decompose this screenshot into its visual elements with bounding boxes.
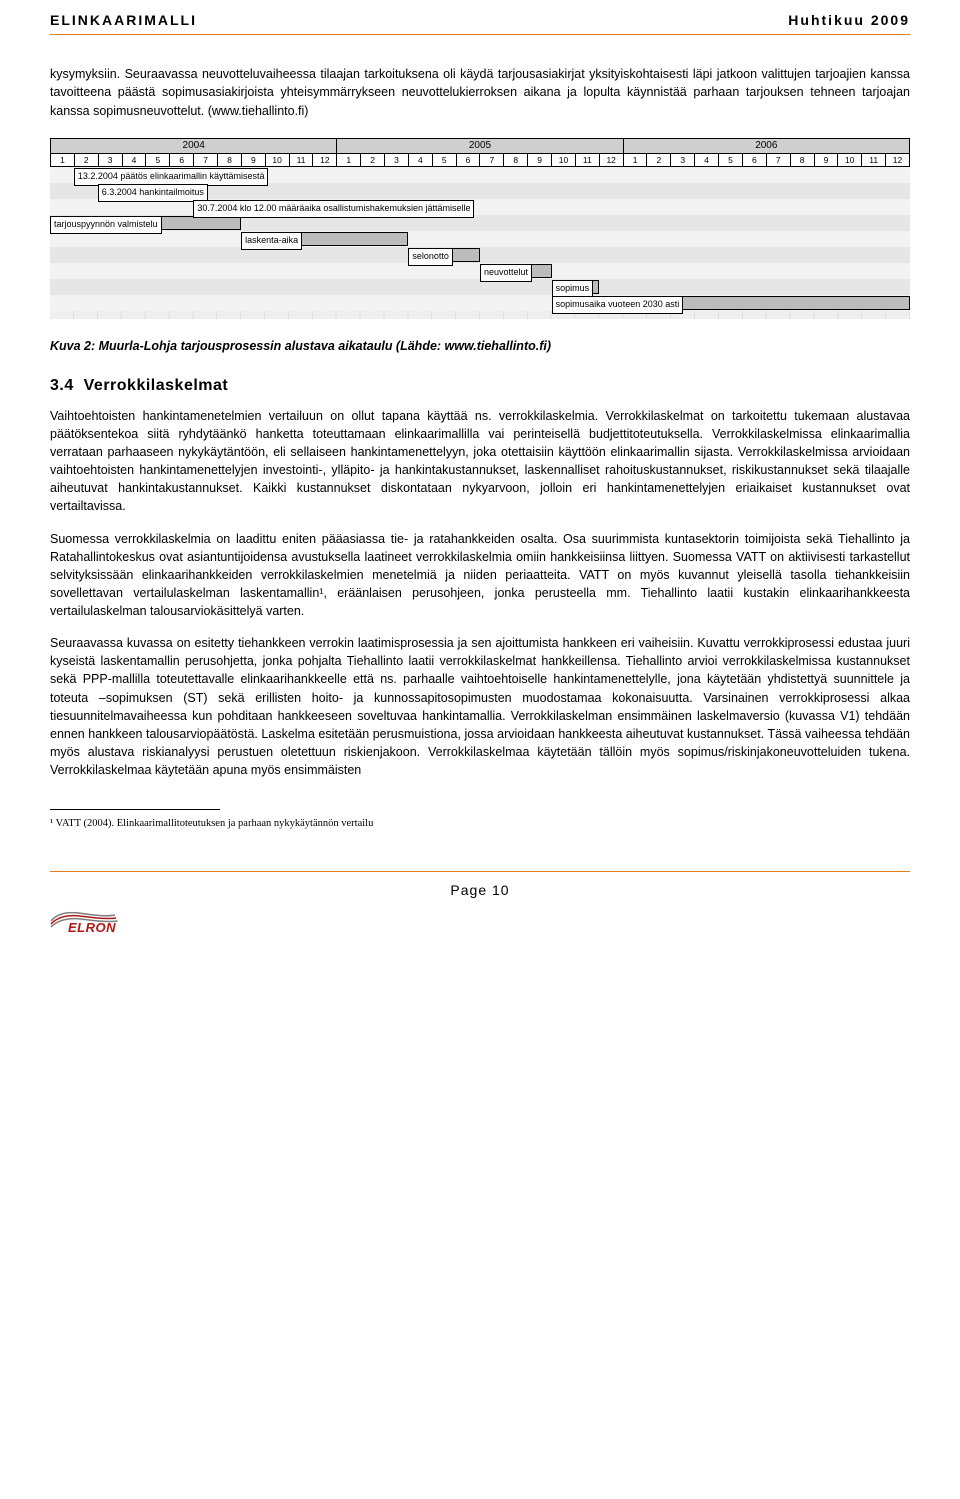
logo: ELRON <box>50 903 910 944</box>
gantt-milestone-label: 30.7.2004 klo 12.00 määräaika osallistum… <box>193 200 474 217</box>
header-left: ELINKAARIMALLI <box>50 10 197 30</box>
gantt-milestone-label: 13.2.2004 päätös elinkaarimallin käyttäm… <box>74 168 269 185</box>
gantt-month-header: 12 <box>886 154 910 167</box>
intro-paragraph: kysymyksiin. Seuraavassa neuvotteluvaihe… <box>50 65 910 119</box>
header-rule <box>50 34 910 35</box>
gantt-month-header: 9 <box>528 154 552 167</box>
gantt-bar-label: tarjouspyynnön valmistelu <box>50 216 162 233</box>
logo-text: ELRON <box>68 920 116 935</box>
gantt-milestone-label: 6.3.2004 hankintailmoitus <box>98 184 208 201</box>
section-title: Verrokkilaskelmat <box>84 377 229 394</box>
gantt-bar-label: selonotto <box>408 248 453 265</box>
gantt-month-header: 5 <box>146 154 170 167</box>
gantt-month-header: 10 <box>265 154 289 167</box>
gantt-month-header: 12 <box>313 154 337 167</box>
gantt-month-header: 4 <box>695 154 719 167</box>
gantt-month-header: 4 <box>122 154 146 167</box>
gantt-bar-label: laskenta-aika <box>241 232 302 249</box>
gantt-month-header: 6 <box>456 154 480 167</box>
section-heading: 3.4 Verrokkilaskelmat <box>50 374 910 397</box>
footnote-text: ¹ VATT (2004). Elinkaarimallitoteutuksen… <box>50 816 910 831</box>
gantt-month-header: 1 <box>623 154 647 167</box>
gantt-month-header: 12 <box>599 154 623 167</box>
gantt-month-header: 10 <box>552 154 576 167</box>
gantt-month-header: 1 <box>337 154 361 167</box>
gantt-bar-label: sopimus <box>552 280 594 297</box>
gantt-month-header: 10 <box>838 154 862 167</box>
gantt-month-header: 6 <box>742 154 766 167</box>
gantt-month-header: 7 <box>766 154 790 167</box>
paragraph-2: Suomessa verrokkilaskelmia on laadittu e… <box>50 530 910 621</box>
gantt-month-header: 11 <box>289 154 313 167</box>
gantt-month-header: 11 <box>575 154 599 167</box>
paragraph-3: Seuraavassa kuvassa on esitetty tiehankk… <box>50 634 910 779</box>
gantt-month-header: 5 <box>432 154 456 167</box>
gantt-month-header: 8 <box>790 154 814 167</box>
gantt-month-header: 8 <box>504 154 528 167</box>
gantt-month-header: 9 <box>241 154 265 167</box>
gantt-canvas: 13.2.2004 päätös elinkaarimallin käyttäm… <box>50 167 910 319</box>
gantt-bar-label: sopimusaika vuoteen 2030 asti <box>552 296 684 313</box>
gantt-month-header: 3 <box>385 154 409 167</box>
footnote-separator <box>50 809 220 810</box>
gantt-header-table: 200420052006 123456789101112123456789101… <box>50 138 910 168</box>
gantt-chart: 200420052006 123456789101112123456789101… <box>50 138 910 320</box>
gantt-month-header: 2 <box>74 154 98 167</box>
header-right: Huhtikuu 2009 <box>788 10 910 30</box>
gantt-month-header: 3 <box>671 154 695 167</box>
footer-rule <box>50 871 910 872</box>
page-header: ELINKAARIMALLI Huhtikuu 2009 <box>50 0 910 34</box>
gantt-year-header: 2006 <box>623 138 909 154</box>
gantt-month-header: 3 <box>98 154 122 167</box>
gantt-month-header: 7 <box>480 154 504 167</box>
gantt-month-header: 9 <box>814 154 838 167</box>
page-number: Page 10 <box>50 880 910 900</box>
gantt-month-header: 7 <box>194 154 218 167</box>
gantt-year-header: 2005 <box>337 138 623 154</box>
section-number: 3.4 <box>50 377 74 394</box>
figure-caption: Kuva 2: Muurla-Lohja tarjousprosessin al… <box>50 337 910 355</box>
gantt-month-header: 2 <box>647 154 671 167</box>
gantt-bar-label: neuvottelut <box>480 264 532 281</box>
elron-logo-icon: ELRON <box>50 903 180 939</box>
gantt-year-header: 2004 <box>51 138 337 154</box>
gantt-month-header: 11 <box>862 154 886 167</box>
gantt-month-header: 2 <box>361 154 385 167</box>
paragraph-1: Vaihtoehtoisten hankintamenetelmien vert… <box>50 407 910 516</box>
gantt-month-header: 8 <box>218 154 242 167</box>
gantt-month-header: 6 <box>170 154 194 167</box>
gantt-month-header: 5 <box>719 154 743 167</box>
gantt-month-header: 1 <box>51 154 75 167</box>
gantt-month-header: 4 <box>408 154 432 167</box>
